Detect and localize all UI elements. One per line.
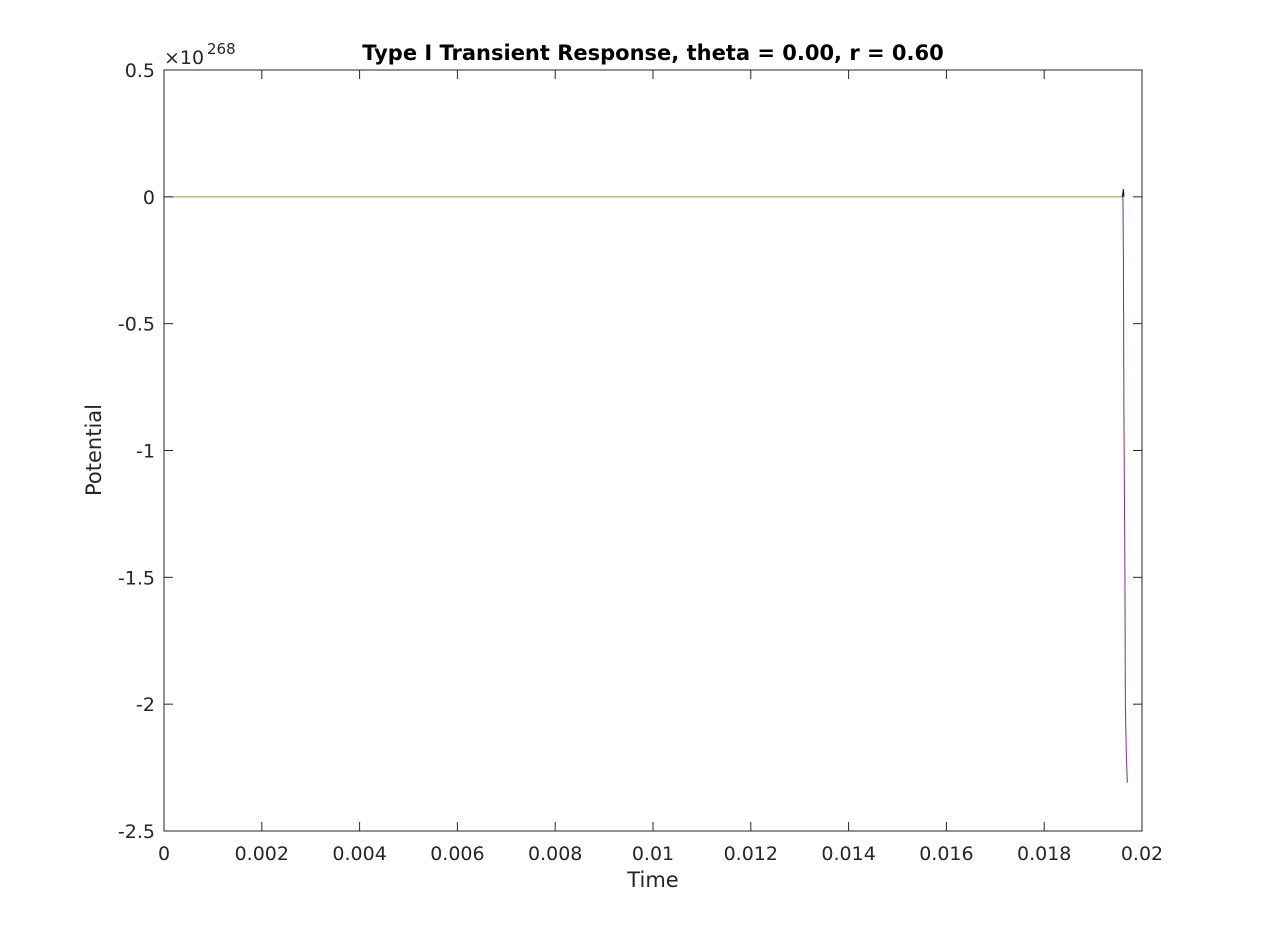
x-tick-label: 0.012 [724, 843, 778, 865]
axes-background [164, 70, 1142, 831]
x-tick-label: 0.016 [919, 843, 973, 865]
y-axis-exponent-power: 268 [207, 40, 236, 58]
x-tick-label: 0.02 [1121, 843, 1163, 865]
series-line-1 [1122, 196, 1128, 783]
x-axis-ticks: 0 0.002 0.004 0.006 0.008 0.01 0.012 0.014 0.016… [158, 70, 1163, 865]
series-line-2 [1121, 189, 1125, 197]
x-tick-label: 0.004 [332, 843, 386, 865]
x-tick-label: 0.006 [430, 843, 484, 865]
y-axis-exponent-base: ×10 [164, 47, 204, 69]
y-axis-ticks: 0.5 0 -0.5 -1 -1.5 -2 -2.5 [118, 60, 1142, 843]
y-tick-label: -2 [136, 694, 155, 716]
x-tick-label: 0 [158, 843, 170, 865]
y-tick-label: -1 [136, 441, 155, 463]
x-tick-label: 0.002 [235, 843, 289, 865]
y-tick-label: -2.5 [118, 821, 155, 843]
y-tick-label: -0.5 [118, 314, 155, 336]
y-tick-label: 0 [143, 187, 155, 209]
y-tick-label: -1.5 [118, 567, 155, 589]
chart-title: Type I Transient Response, theta = 0.00,… [362, 41, 943, 65]
x-tick-label: 0.014 [821, 843, 875, 865]
y-axis-exponent: ×10 268 [164, 40, 236, 69]
series-layer [164, 189, 1128, 783]
y-tick-label: 0.5 [125, 60, 155, 82]
plot-area [163, 69, 1143, 832]
x-axis-label: Time [626, 868, 678, 892]
y-axis-label: Potential [82, 404, 106, 496]
x-tick-label: 0.018 [1017, 843, 1071, 865]
x-tick-label: 0.01 [632, 843, 674, 865]
x-tick-label: 0.008 [528, 843, 582, 865]
